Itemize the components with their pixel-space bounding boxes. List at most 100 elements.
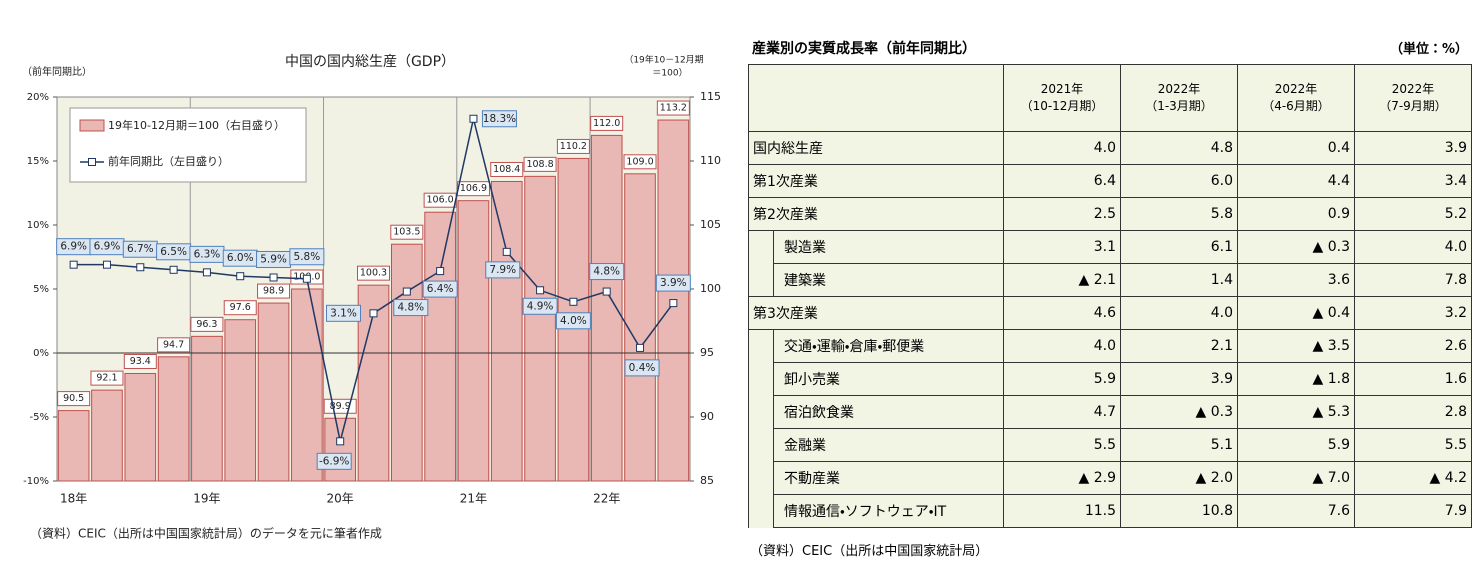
cell: 6.0 [1120,164,1238,198]
bar-label-box [123,353,157,369]
cell: 1.4 [1120,263,1238,297]
cell: 11.5 [1003,494,1121,528]
table-row: 不動産業 ▲ 2.9 ▲ 2.0 ▲ 7.0 ▲ 4.2 [749,461,1472,495]
line-value-label: 4.0% [560,315,587,327]
cell: 4.4 [1237,164,1355,198]
line-value-label: 0.4% [629,362,656,374]
line-marker [669,299,678,308]
bar [124,372,157,482]
y2-tick-label: 110 [700,154,721,167]
y2-tick-label: 100 [700,282,721,295]
bar-label-box [257,283,291,299]
bar-label-box [556,138,590,154]
row-label: 建築業 [773,263,1004,297]
cell: 2.6 [1354,329,1472,363]
column-header: 2021年 （10-12月期） [1003,64,1121,132]
cell: 2.5 [1003,197,1121,231]
x-tick-label: 21年 [460,492,487,506]
table-row: 建築業 ▲ 2.1 1.4 3.6 7.8 [749,263,1472,297]
line-value-label: 6.9% [60,241,87,253]
line-marker [536,286,545,295]
x-tick-label: 22年 [593,492,620,506]
column-header-line: 2022年 [1274,82,1318,96]
line-marker [336,437,345,446]
line-value-label: 3.9% [660,277,687,289]
line-value-label: 4.8% [593,266,620,278]
line-label-box [316,452,352,470]
header-corner [748,64,1004,132]
line-label-box [422,280,458,298]
line-value-label: 7.9% [489,264,516,276]
row-label: 不動産業 [773,461,1004,495]
table-title: 産業別の実質成長率（前年同期比） [752,41,976,57]
cell: 3.4 [1354,164,1472,198]
line-value-label: 3.1% [330,307,357,319]
line-value-label: -6.9% [319,455,349,467]
table-row: 第3次産業 4.6 4.0 ▲ 0.4 3.2 [748,296,1472,330]
bar-label-box [590,115,624,131]
cell: 4.6 [1003,296,1121,330]
bar-label-box [656,100,690,116]
y-tick-label: 5% [33,284,49,295]
chart: 中国の国内総生産（GDP） （前年同期比） （19年10－12月期 ＝100） … [22,54,721,541]
cell: 0.4 [1237,131,1355,165]
cell: 6.4 [1003,164,1121,198]
bar-value-label: 106.9 [460,183,487,194]
table-row: 卸小売業 5.9 3.9 ▲ 1.8 1.6 [749,362,1472,396]
line-value-label: 6.3% [194,248,221,260]
column-header-line: （10-12月期） [1020,99,1104,113]
row-label: 金融業 [773,428,1004,462]
line-marker [602,287,611,296]
line-value-label: 5.8% [294,251,321,263]
line-marker [502,247,511,256]
bar-value-label: 103.5 [393,227,420,238]
line-value-label: 6.0% [227,252,254,264]
row-label: 製造業 [773,230,1004,264]
line-marker [436,267,445,276]
bar-label-box [490,161,524,177]
line-marker [102,260,111,269]
row-label: 宿泊飲食業 [773,395,1004,429]
cell: 4.0 [1003,329,1121,363]
line-marker [402,287,411,296]
x-tick-label: 19年 [193,492,220,506]
bar-value-label: 113.2 [660,103,687,114]
line-marker [302,274,311,283]
line-value-label: 4.8% [397,302,424,314]
cell: 2.8 [1354,395,1472,429]
bar-value-label: 90.5 [63,393,84,404]
bar-label-box [190,316,224,332]
line-marker [469,114,478,123]
line-marker [369,309,378,318]
bar-label-box [223,300,257,316]
y-tick-label: -5% [30,412,49,423]
line-marker [236,272,245,281]
cell: 4.0 [1354,230,1472,264]
bar-value-label: 110.2 [560,141,587,152]
bar [324,417,357,482]
cell: 5.2 [1354,197,1472,231]
line-label-box [481,110,517,128]
bar [424,211,456,482]
column-header-line: 2021年 [1040,82,1084,96]
table-row: 宿泊飲食業 4.7 ▲ 0.3 ▲ 5.3 2.8 [749,395,1472,429]
table-row: 情報通信・ソフトウェア・IT 11.5 10.8 7.6 7.9 [749,494,1472,528]
line-marker [636,343,645,352]
x-tick-label: 18年 [60,492,87,506]
legend-label: 前年同期比（左目盛り） [108,154,229,168]
line-value-label: 6.9% [94,241,121,253]
cell: ▲ 3.5 [1237,329,1355,363]
bar-value-label: 112.0 [593,118,620,129]
bar-value-label: 106.0 [427,195,454,206]
bar [291,288,323,482]
bar-label-box [523,156,557,172]
cell: 7.9 [1354,494,1472,528]
line-label-box [655,274,691,292]
cell: 1.6 [1354,362,1472,396]
bar [257,302,290,482]
bar-value-label: 100.3 [360,268,387,279]
y-tick-label: 15% [27,156,49,167]
legend-swatch [79,119,105,132]
bar [57,410,90,482]
